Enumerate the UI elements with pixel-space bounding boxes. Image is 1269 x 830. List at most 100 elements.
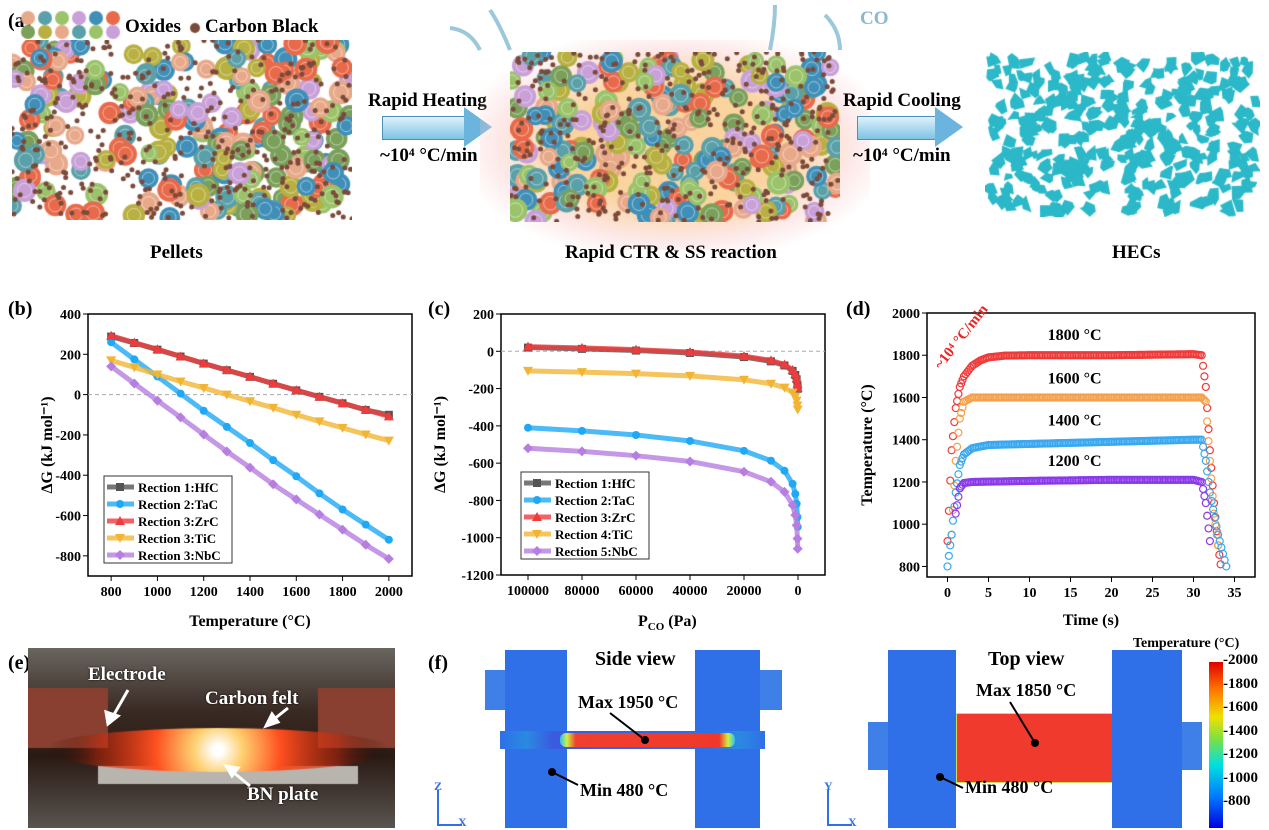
data-point: [1203, 467, 1212, 476]
x-tick-label: 800: [101, 585, 122, 600]
panel-b-label: (b): [8, 298, 33, 320]
data-point: [176, 389, 185, 398]
bn-plate-label: BN plate: [247, 784, 319, 805]
data-point: [315, 489, 324, 498]
y-tick-label: 800: [899, 560, 920, 575]
y-tick-label: -400: [55, 469, 81, 484]
data-point: [1203, 417, 1212, 426]
data-point: [944, 551, 953, 560]
x-tick-label: 30: [1187, 586, 1201, 601]
legend-label: Rection 2:TaC: [138, 497, 218, 512]
data-point: [130, 355, 139, 364]
colorbar-tick: -1200: [1223, 746, 1258, 762]
co-gas-arrows: [449, 4, 842, 51]
data-point: [129, 337, 140, 347]
data-point: [198, 383, 209, 393]
x-tick-label: 0: [795, 584, 802, 599]
data-point: [175, 377, 186, 387]
y-tick-label: 1800: [892, 349, 920, 364]
y-tick-label: 2000: [892, 307, 920, 322]
caption-reaction: Rapid CTR & SS reaction: [565, 242, 777, 263]
data-point: [106, 361, 117, 372]
y-tick-label: 400: [60, 308, 81, 323]
top-electrode-tab-left: [868, 722, 890, 770]
y-tick-label: -1000: [461, 532, 494, 547]
caption-hecs: HECs: [1112, 242, 1161, 263]
data-point: [533, 479, 541, 487]
data-point: [523, 341, 533, 351]
data-point: [946, 541, 955, 550]
data-point: [337, 524, 348, 535]
x-tick-label: 40000: [673, 584, 708, 599]
data-point: [1204, 524, 1213, 533]
y-tick-label: -200: [468, 383, 494, 398]
data-point: [957, 457, 966, 466]
data-point: [1212, 522, 1221, 531]
data-point: [523, 443, 533, 454]
data-point: [780, 466, 789, 475]
carbon-black-legend-dot: [188, 21, 202, 35]
panel-f-label: (f): [428, 652, 448, 674]
hec-illustration: [985, 52, 1260, 217]
data-point: [1197, 351, 1206, 360]
data-point: [199, 406, 208, 415]
data-point: [947, 530, 956, 539]
data-point: [222, 422, 231, 431]
data-point: [739, 466, 749, 477]
data-point: [221, 365, 232, 375]
data-point: [198, 358, 209, 368]
side-electrode-tab-right: [760, 670, 782, 710]
data-point: [532, 512, 542, 521]
side-view-title: Side view: [595, 648, 676, 670]
data-point: [106, 330, 117, 340]
photo-arrows: [104, 689, 289, 788]
x-tick-label: 25: [1146, 586, 1160, 601]
data-point: [788, 479, 797, 488]
legend-label: Rection 1:HfC: [138, 480, 219, 495]
data-point: [175, 412, 186, 423]
colorbar-tick: -1800: [1223, 675, 1258, 692]
data-point: [523, 366, 533, 376]
gas-arrow-icon: [488, 8, 512, 51]
legend-oxides: Oxides: [125, 16, 181, 37]
y-tick-label: 1200: [892, 476, 920, 491]
data-point: [107, 338, 116, 347]
data-point: [577, 368, 587, 378]
y-axis-title: ΔG (kJ mol⁻¹): [432, 396, 449, 493]
plot-frame: [926, 312, 1256, 578]
x-tick-label: 10: [1023, 586, 1037, 601]
data-point: [954, 470, 963, 479]
series-line: [527, 368, 801, 410]
data-point: [954, 492, 963, 501]
data-point: [767, 456, 775, 465]
data-point: [337, 398, 348, 408]
data-point: [951, 488, 960, 497]
data-point: [740, 446, 748, 455]
legend-label: Rection 4:TiC: [555, 527, 633, 542]
x-tick-label: 0: [944, 586, 951, 601]
data-point: [152, 395, 163, 406]
side-electrode-tab-left: [485, 670, 507, 710]
y-tick-label: 1000: [892, 518, 920, 533]
data-point: [1201, 456, 1210, 465]
data-point: [685, 371, 695, 381]
carbon-felt-label: Carbon felt: [205, 688, 299, 709]
side-min-temp: Min 480 °C: [580, 780, 669, 800]
data-point: [739, 375, 749, 385]
data-point: [766, 476, 776, 487]
data-point: [1198, 394, 1208, 403]
y-tick-label: -1200: [461, 569, 494, 584]
data-point: [1201, 397, 1210, 406]
cooling-arrow: [857, 116, 937, 140]
x-tick-label: 2000: [375, 585, 403, 600]
data-point: [152, 344, 163, 354]
data-point: [1215, 550, 1224, 559]
gas-arrow-icon: [768, 4, 777, 51]
data-point: [791, 489, 800, 498]
data-point: [951, 456, 960, 465]
data-point: [1201, 382, 1210, 392]
top-view-pointers: Y X: [824, 701, 1039, 829]
colorbar: [1209, 662, 1223, 828]
x-axis-title: PCO (Pa): [638, 613, 697, 633]
arrow-icon: [104, 709, 122, 727]
